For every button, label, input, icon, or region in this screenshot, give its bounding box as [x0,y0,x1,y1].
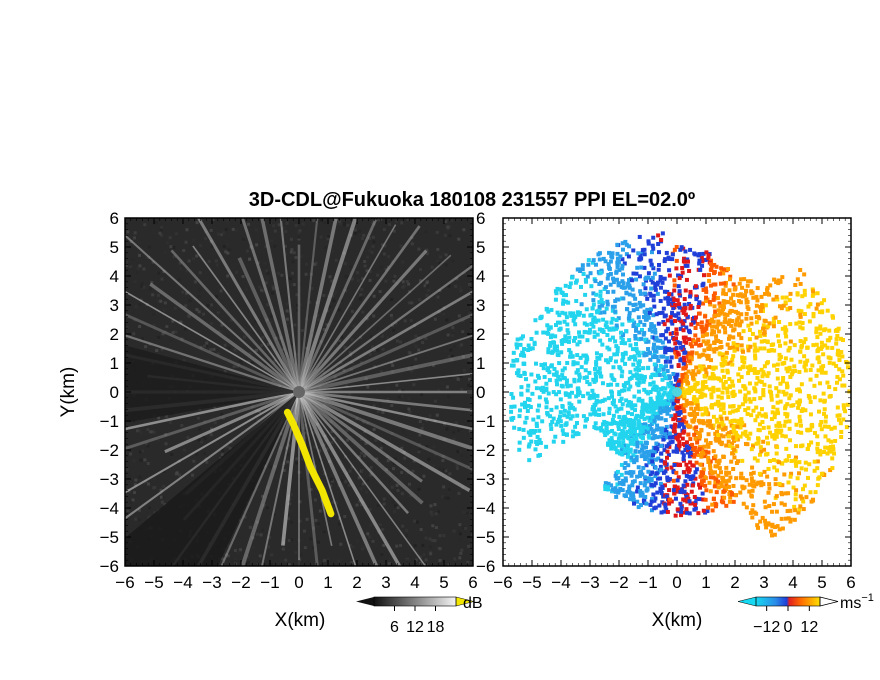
ticks-left: −6 −5 −4 −3 −2 −1 0 1 2 3 4 5 6−6 −6−5 −5−4 −4−3 −3−2 −2−… [100,209,496,592]
x-tick-label: −1 [638,573,657,592]
x-tick-label: −5 [522,573,541,592]
colorbar-tick-label: 18 [427,619,445,636]
radar-site-marker-left [293,386,305,398]
y-tick-label: −3 [100,470,119,489]
y-tick-label: −4 [476,499,495,518]
x-tick-label: 1 [323,573,332,592]
x-tick-label: −2 [609,573,628,592]
y-tick-label: −2 [476,441,495,460]
x-tick-label: 3 [381,573,390,592]
colorbar-right: −12 0 12 ms−1 [737,592,874,636]
x-axis-label-right: X(km) [652,610,703,631]
x-tick-label: 2 [730,573,739,592]
y-tick-label: 5 [110,238,119,257]
x-tick-label: −6 [493,573,512,592]
colorbar-tick-label: −12 [753,619,780,636]
y-tick-label: −3 [476,470,495,489]
y-tick-label: −1 [100,412,119,431]
y-tick-label: −6 [100,557,119,576]
colorbar-tick-label: 12 [406,619,424,636]
y-tick-label: 4 [110,267,119,286]
y-tick-label: 6 [476,209,485,228]
colorbar-tick-label: 12 [800,619,818,636]
x-tick-label: 3 [759,573,768,592]
x-axis-label-left: X(km) [275,610,326,631]
y-tick-label: −5 [476,528,495,547]
y-tick-label: −4 [100,499,119,518]
y-tick-label: 0 [476,383,485,402]
x-tick-label: −4 [173,573,192,592]
y-axis-label: Y(km) [58,367,79,418]
chart-title: 3D-CDL@Fukuoka 180108 231557 PPI EL=02.0… [249,189,695,211]
colorbar-left-gradient [374,597,456,606]
colorbar-tick-label: 0 [784,619,793,636]
colorbar-right-low-arrow [737,596,757,607]
colorbar-left-unit: dB [463,595,483,612]
x-tick-label: 4 [410,573,419,592]
x-tick-label: −3 [202,573,221,592]
x-tick-label: 1 [701,573,710,592]
panel-left: −6 −5 −4 −3 −2 −1 0 1 2 3 4 5 6−6 −6−5 −5−4 −4−3 −3−2 −2−… [58,209,496,636]
x-tick-label: −1 [260,573,279,592]
colorbar-left: 6 12 18 dB [356,595,483,636]
velocity-field [509,231,851,538]
snr-rays [125,218,473,566]
colorbar-right-unit: ms−1 [840,592,874,612]
x-tick-label: 0 [672,573,681,592]
x-tick-label: 2 [352,573,361,592]
y-tick-label: 1 [476,354,485,373]
y-tick-label: 1 [110,354,119,373]
y-tick-label: −5 [100,528,119,547]
y-tick-label: 5 [476,238,485,257]
x-tick-label: 6 [468,573,477,592]
colorbar-right-gradient [756,597,820,606]
colorbar-tick-label: 6 [390,619,399,636]
y-tick-label: 2 [476,325,485,344]
y-tick-label: 3 [110,296,119,315]
y-tick-label: 6 [110,209,119,228]
x-tick-label: 4 [788,573,797,592]
x-tick-label: 0 [294,573,303,592]
ticks-right: −6 −5 −4 −3 −2 −1 0 1 2 3 4 5 6 [493,217,856,592]
radar-site-marker-right [672,387,682,397]
x-tick-label: 6 [846,573,855,592]
y-tick-label: 4 [476,267,485,286]
y-tick-label: −6 [476,557,495,576]
high-snr-band [283,408,335,518]
y-tick-label: 0 [110,383,119,402]
x-tick-label: 5 [439,573,448,592]
panel-right: −6 −5 −4 −3 −2 −1 0 1 2 3 4 5 6 X(km) −12 0 12 ms−1 [493,217,874,636]
x-tick-label: −4 [551,573,570,592]
colorbar-right-high-arrow [819,596,839,607]
colorbar-left-low-arrow [356,597,374,606]
y-tick-label: 3 [476,296,485,315]
x-tick-label: −5 [144,573,163,592]
x-tick-label: 5 [817,573,826,592]
x-tick-label: −6 [115,573,134,592]
y-tick-label: −1 [476,412,495,431]
y-tick-label: 2 [110,325,119,344]
x-tick-label: −2 [231,573,250,592]
x-tick-label: −3 [580,573,599,592]
y-tick-label: −2 [100,441,119,460]
